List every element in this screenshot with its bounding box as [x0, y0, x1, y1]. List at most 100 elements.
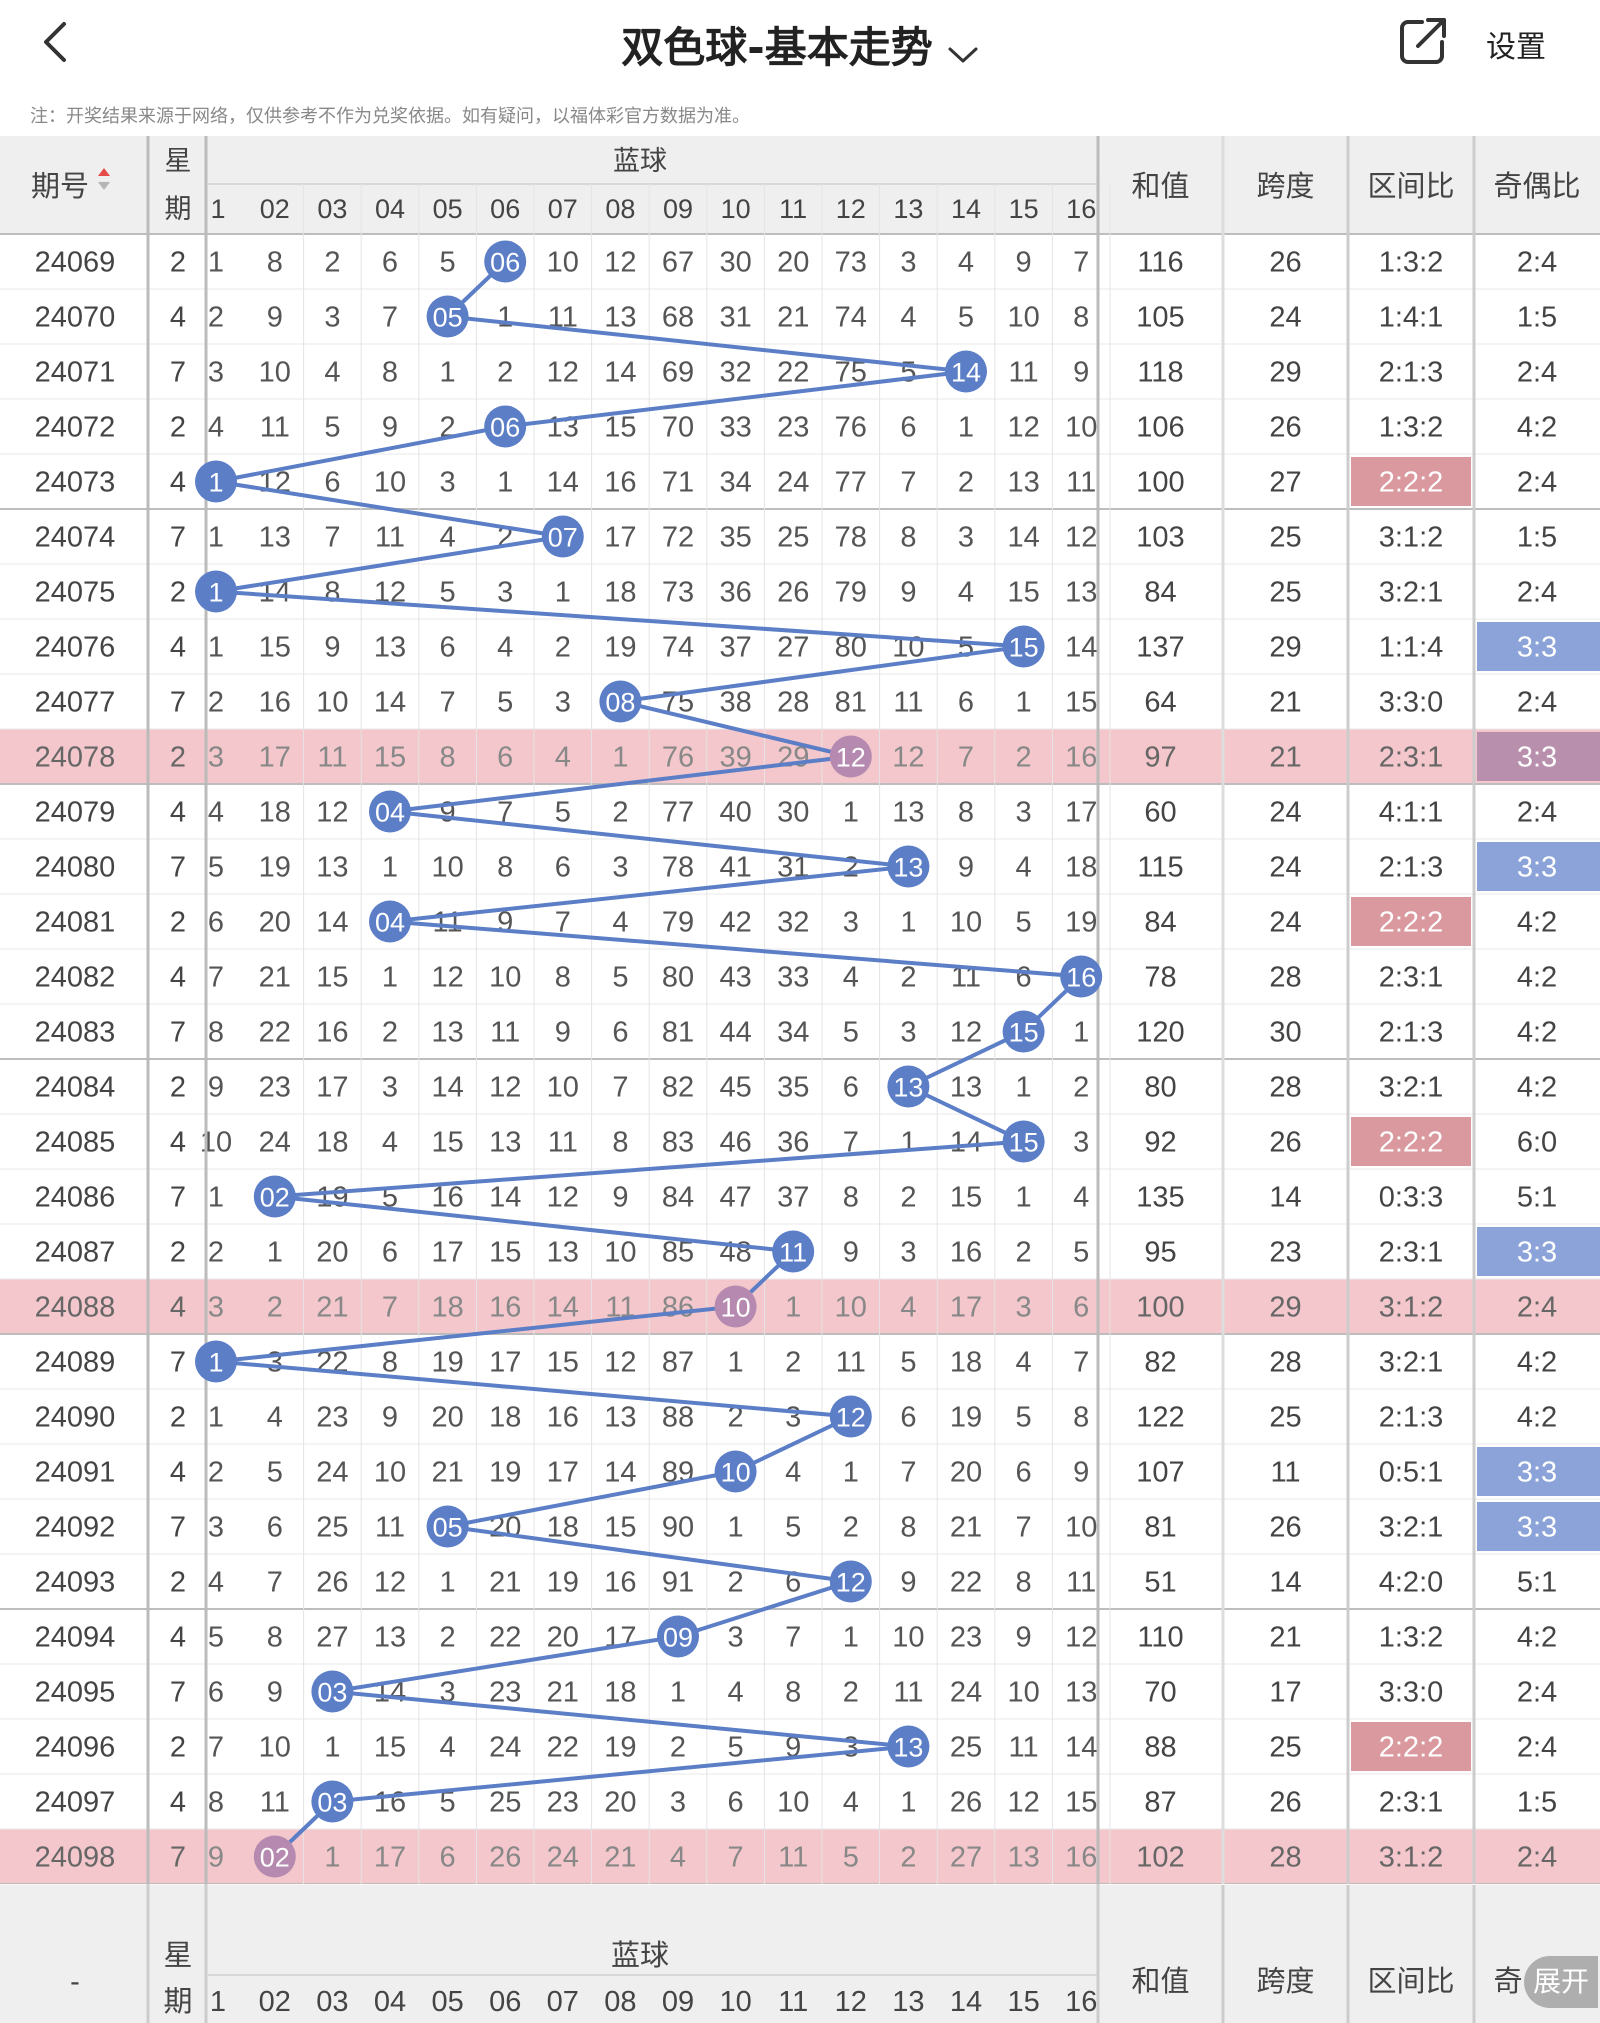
- miss-cell: 30: [719, 247, 751, 279]
- ball-col-header: 08: [605, 194, 635, 224]
- week-cell: 4: [170, 962, 186, 994]
- miss-cell: 30: [777, 797, 809, 829]
- zone-cell: 2:1:3: [1379, 357, 1444, 389]
- miss-cell: 28: [777, 687, 809, 719]
- miss-cell: 2: [900, 962, 916, 994]
- settings-button[interactable]: 设置: [1486, 30, 1546, 65]
- miss-cell: 16: [1065, 1842, 1097, 1874]
- span-cell: 23: [1269, 1237, 1301, 1269]
- miss-cell: 36: [777, 1127, 809, 1159]
- miss-cell: 86: [662, 1292, 694, 1324]
- miss-cell: 3: [440, 467, 456, 499]
- issue-cell: 24079: [35, 797, 116, 829]
- issue-cell: 24075: [35, 577, 116, 609]
- miss-cell: 1: [208, 247, 224, 279]
- back-button[interactable]: [36, 18, 76, 66]
- ball-col-header: 1: [210, 194, 225, 224]
- week-cell: 7: [170, 1347, 186, 1379]
- miss-cell: 7: [208, 1732, 224, 1764]
- miss-cell: 12: [374, 1567, 406, 1599]
- miss-cell: 14: [547, 467, 579, 499]
- col-issue-header: 期号: [31, 171, 89, 203]
- span-cell: 26: [1269, 1787, 1301, 1819]
- miss-cell: 33: [719, 412, 751, 444]
- miss-cell: 91: [662, 1567, 694, 1599]
- zone-cell: 3:3:0: [1379, 1677, 1444, 1709]
- miss-cell: 9: [208, 1842, 224, 1874]
- miss-cell: 6: [324, 467, 340, 499]
- miss-cell: 13: [1065, 577, 1097, 609]
- sort-up-icon[interactable]: [98, 168, 110, 176]
- chevron-down-icon[interactable]: [947, 26, 979, 75]
- miss-cell: 23: [489, 1677, 521, 1709]
- footer-ball-header: 07: [547, 1986, 579, 2018]
- oddeven-cell: 1:5: [1517, 1787, 1557, 1819]
- miss-cell: 5: [497, 687, 513, 719]
- blue-ball-mark: [657, 1615, 699, 1658]
- miss-cell: 9: [382, 1402, 398, 1434]
- sum-cell: 102: [1136, 1842, 1184, 1874]
- miss-cell: 3: [497, 577, 513, 609]
- miss-cell: 1: [670, 1677, 686, 1709]
- miss-cell: 2: [324, 247, 340, 279]
- miss-cell: 1: [440, 1567, 456, 1599]
- miss-cell: 79: [662, 907, 694, 939]
- issue-cell: 24086: [35, 1182, 116, 1214]
- miss-cell: 6: [1073, 1292, 1089, 1324]
- top-bar: 双色球-基本走势 设置: [0, 0, 1600, 88]
- miss-cell: 11: [317, 742, 347, 774]
- miss-cell: 15: [489, 1237, 521, 1269]
- oddeven-cell: 3:3: [1517, 1237, 1557, 1269]
- page-title-text[interactable]: 双色球-基本走势: [621, 23, 933, 72]
- miss-cell: 2: [1016, 742, 1032, 774]
- miss-cell: 13: [316, 852, 348, 884]
- miss-cell: 10: [777, 1787, 809, 1819]
- oddeven-cell: 2:4: [1517, 1292, 1557, 1324]
- miss-cell: 14: [1007, 522, 1039, 554]
- sort-down-icon[interactable]: [98, 182, 110, 190]
- miss-cell: 8: [1073, 1402, 1089, 1434]
- miss-cell: 4: [958, 577, 974, 609]
- oddeven-cell: 1:5: [1517, 302, 1557, 334]
- miss-cell: 9: [958, 852, 974, 884]
- col-blue-header: 蓝球: [613, 146, 667, 176]
- span-cell: 30: [1269, 1017, 1301, 1049]
- oddeven-cell: 4:2: [1517, 907, 1557, 939]
- miss-cell: 3: [324, 302, 340, 334]
- page-title[interactable]: 双色球-基本走势: [0, 14, 1600, 75]
- issue-cell: 24081: [35, 907, 116, 939]
- blue-ball-mark: [829, 735, 872, 778]
- sum-cell: 120: [1136, 1017, 1184, 1049]
- oddeven-cell: 4:2: [1517, 1347, 1557, 1379]
- miss-cell: 16: [1065, 742, 1097, 774]
- miss-cell: 7: [612, 1072, 628, 1104]
- table-row: 24073 4 12 6 10 3 1 14 16 71 34 24 77 7 2 13 11 100 27 2:2:…: [35, 457, 1557, 506]
- miss-cell: 78: [835, 522, 867, 554]
- miss-cell: 6: [440, 1842, 456, 1874]
- miss-cell: 18: [316, 1127, 348, 1159]
- share-icon[interactable]: [1398, 16, 1448, 66]
- miss-cell: 3: [612, 852, 628, 884]
- zone-cell: 1:4:1: [1379, 302, 1444, 334]
- table-row: 24094 4 5 8 27 13 2 22 20 17 3 7 1 10 23 9 12 110 21 1:3:2 4…: [35, 1622, 1557, 1654]
- ball-col-header: 16: [1066, 194, 1096, 224]
- ball-col-header: 13: [893, 194, 923, 224]
- table-row: 24070 4 2 9 3 7 1 11 13 68 31 21 74 4 5 10 8 105 24 1:4:1 1:…: [35, 302, 1557, 334]
- miss-cell: 1: [267, 1237, 283, 1269]
- miss-cell: 9: [324, 632, 340, 664]
- miss-cell: 82: [662, 1072, 694, 1104]
- expand-button[interactable]: 展开: [1524, 1956, 1598, 2008]
- blue-ball-mark: [714, 1450, 757, 1493]
- blue-ball-number: 03: [317, 1678, 347, 1708]
- week-cell: 2: [170, 1732, 186, 1764]
- miss-cell: 3: [555, 687, 571, 719]
- miss-cell: 9: [1073, 357, 1089, 389]
- blue-ball-number: 02: [260, 1843, 290, 1873]
- miss-cell: 13: [1007, 467, 1039, 499]
- miss-cell: 16: [950, 1237, 982, 1269]
- miss-cell: 7: [1073, 247, 1089, 279]
- sum-cell: 51: [1144, 1567, 1176, 1599]
- miss-cell: 34: [777, 1017, 809, 1049]
- miss-cell: 1: [1016, 1072, 1032, 1104]
- miss-cell: 1: [324, 1842, 340, 1874]
